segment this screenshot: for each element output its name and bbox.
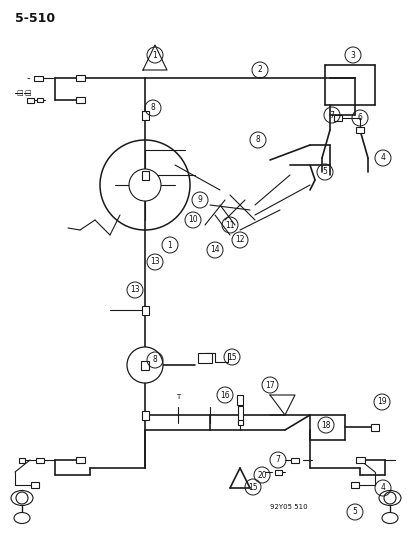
Bar	[291, 457, 299, 463]
Text: 19: 19	[377, 398, 387, 407]
Bar	[76, 97, 85, 103]
Bar	[274, 470, 282, 474]
Text: 4: 4	[381, 154, 385, 163]
Text: 2: 2	[258, 66, 263, 75]
Text: 15: 15	[248, 482, 258, 491]
Ellipse shape	[14, 513, 30, 523]
Text: □: □	[17, 90, 23, 96]
Text: 3: 3	[350, 51, 355, 60]
Text: 7: 7	[330, 110, 335, 119]
Text: 6: 6	[358, 114, 363, 123]
Bar	[351, 482, 359, 488]
Bar	[237, 395, 243, 405]
Text: 1: 1	[168, 240, 173, 249]
Text: 12: 12	[235, 236, 245, 245]
Bar	[371, 424, 379, 431]
Text: 11: 11	[225, 221, 235, 230]
Text: 5: 5	[323, 167, 328, 176]
Text: 5-510: 5-510	[15, 12, 55, 25]
Bar	[33, 76, 42, 80]
Text: T: T	[176, 394, 180, 400]
Text: 13: 13	[150, 257, 160, 266]
Bar	[141, 360, 149, 369]
Text: 5: 5	[352, 507, 357, 516]
Bar	[31, 482, 39, 488]
Text: 8: 8	[151, 103, 155, 112]
Text: 20: 20	[257, 471, 267, 480]
Bar	[198, 353, 212, 363]
Bar	[142, 360, 149, 369]
Bar	[76, 75, 85, 81]
Text: 8: 8	[153, 356, 158, 365]
Text: □: □	[25, 90, 31, 96]
Text: 7: 7	[276, 456, 280, 464]
Circle shape	[127, 347, 163, 383]
Text: 1: 1	[153, 51, 158, 60]
Bar	[142, 110, 149, 119]
Bar	[36, 457, 44, 463]
Text: 9: 9	[197, 196, 202, 205]
Text: 8: 8	[256, 135, 260, 144]
Bar	[142, 171, 149, 180]
Text: 16: 16	[220, 391, 230, 400]
Circle shape	[100, 140, 190, 230]
Bar	[355, 457, 365, 463]
Ellipse shape	[379, 490, 401, 505]
Text: -: -	[26, 73, 30, 83]
Ellipse shape	[11, 490, 33, 505]
Bar	[334, 115, 342, 121]
Text: 10: 10	[188, 215, 198, 224]
Text: 13: 13	[130, 286, 140, 295]
Text: 92Y05 510: 92Y05 510	[270, 504, 308, 510]
Text: 17: 17	[265, 381, 275, 390]
Bar	[37, 98, 43, 102]
Bar	[26, 98, 33, 102]
Circle shape	[384, 492, 396, 504]
Circle shape	[129, 169, 161, 201]
Text: 15: 15	[227, 352, 237, 361]
Bar	[142, 410, 149, 419]
Bar	[356, 127, 364, 133]
Bar	[238, 419, 243, 424]
Text: 18: 18	[321, 421, 331, 430]
Circle shape	[16, 492, 28, 504]
Bar	[238, 406, 243, 424]
Ellipse shape	[382, 513, 398, 523]
Text: 4: 4	[381, 483, 385, 492]
Text: 14: 14	[210, 246, 220, 254]
Bar	[142, 305, 149, 314]
Bar	[19, 457, 25, 463]
Bar	[76, 457, 85, 463]
